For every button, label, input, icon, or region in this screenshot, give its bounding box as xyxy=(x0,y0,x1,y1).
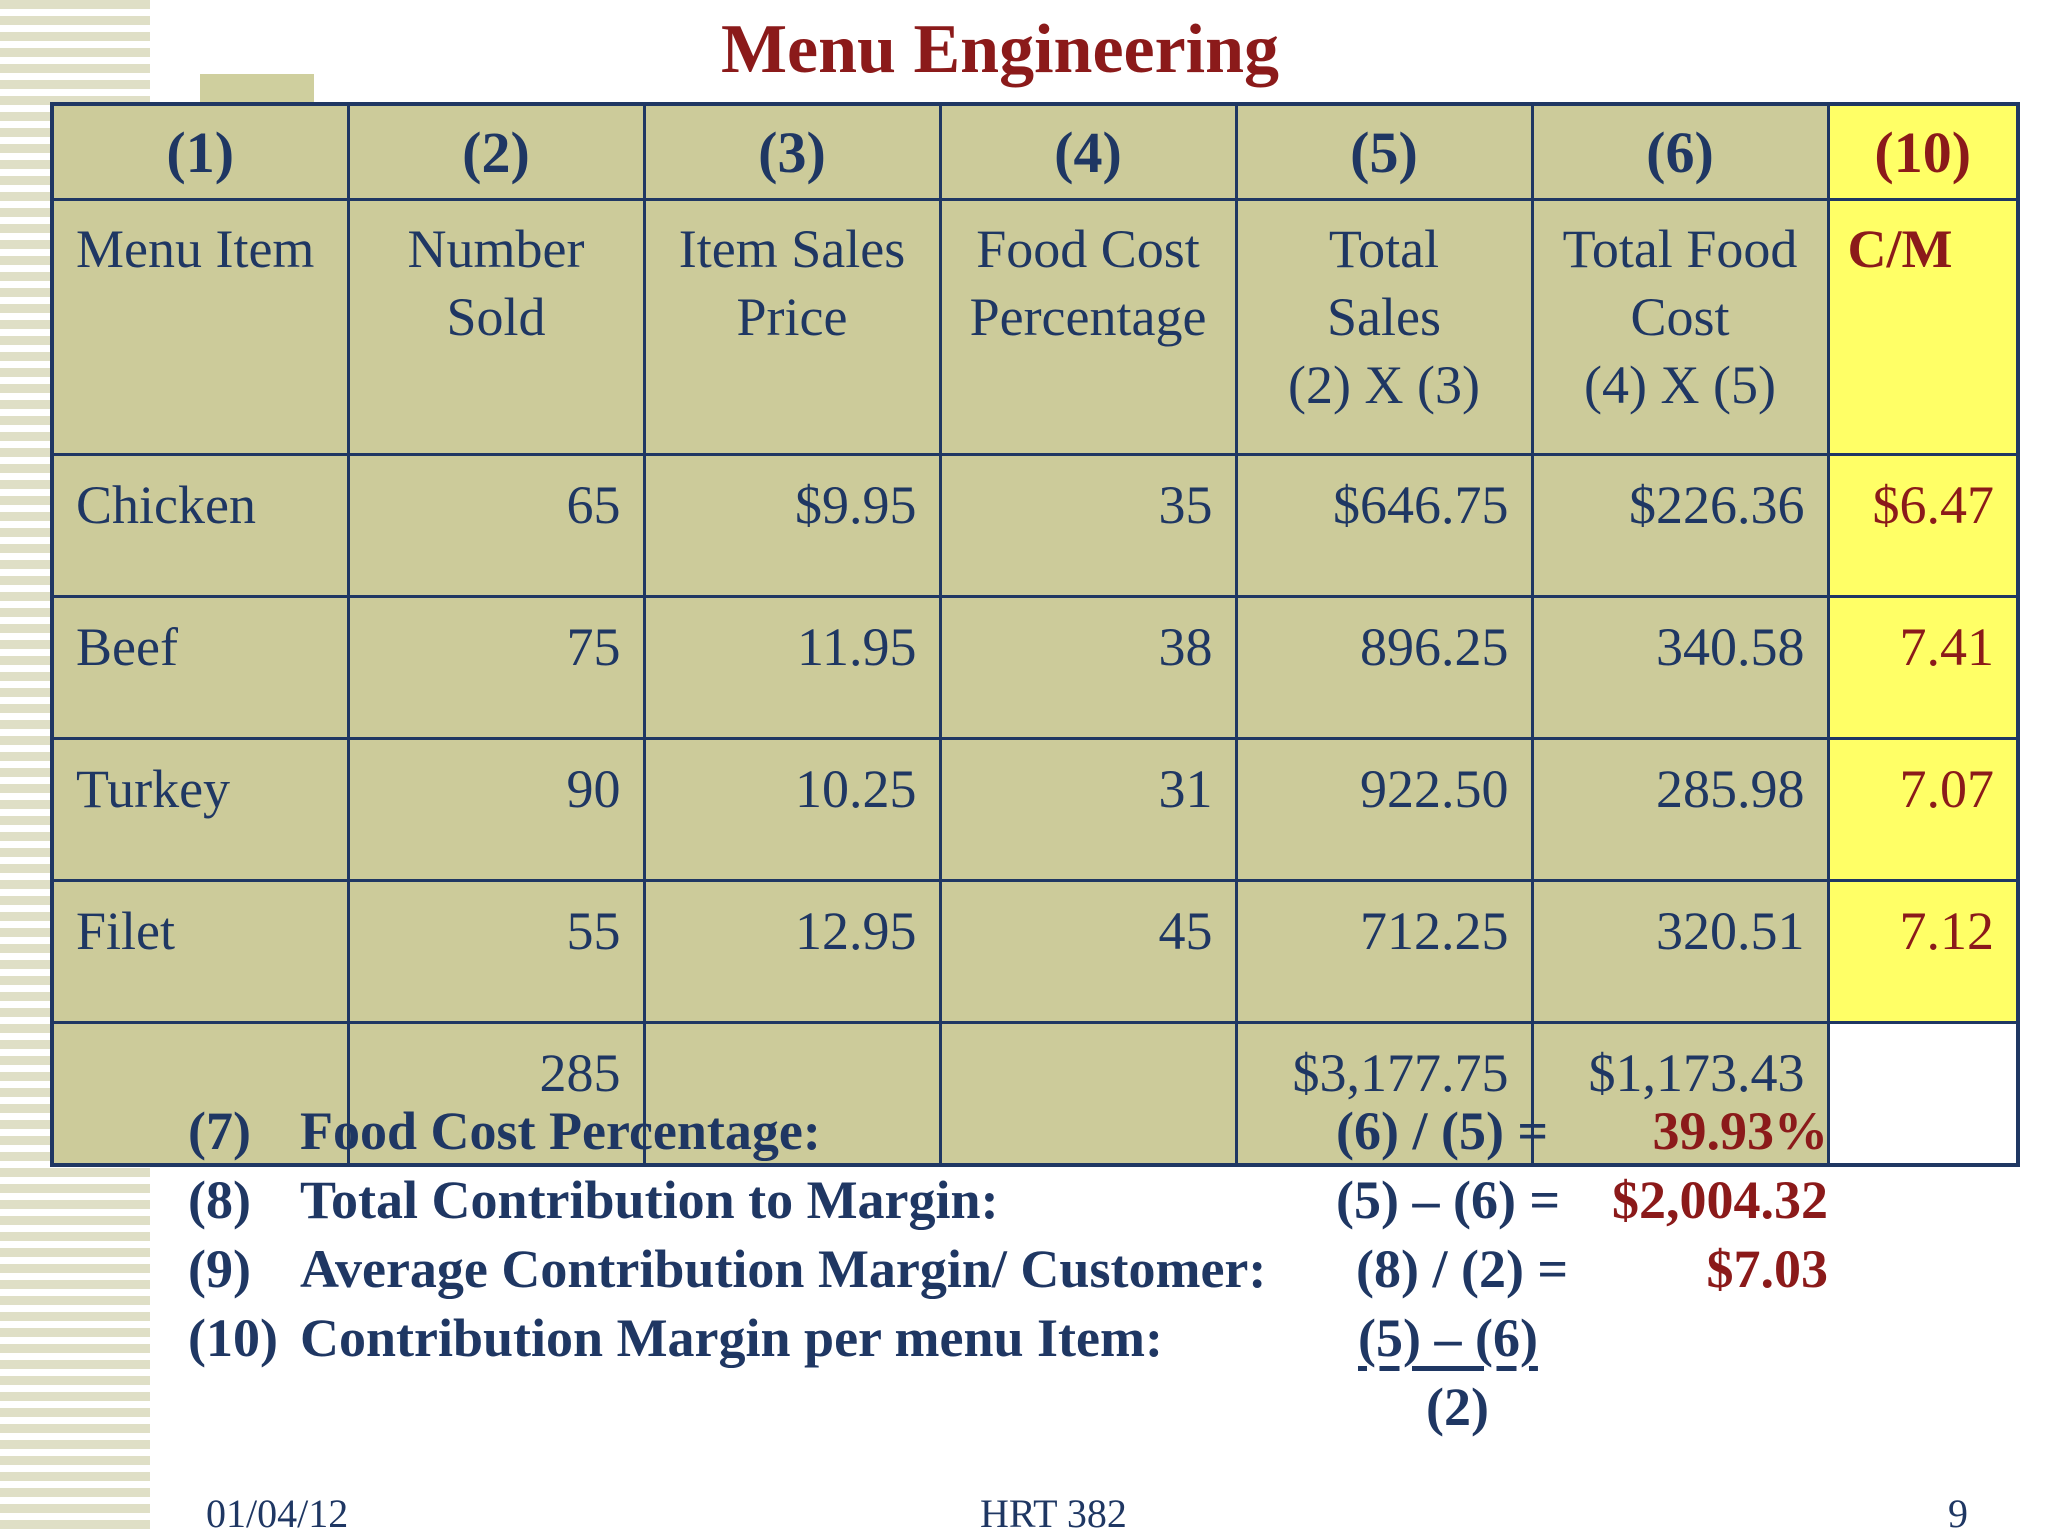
cell-total-food-cost: $226.36 xyxy=(1530,453,1830,598)
note-number: (9) xyxy=(188,1239,251,1299)
cell-item: Turkey xyxy=(50,737,350,882)
cell-fc-pct: 38 xyxy=(938,595,1238,740)
fraction-numerator: (5) – (6) xyxy=(1358,1308,1538,1368)
cell-sold: 55 xyxy=(346,879,646,1024)
col-number: (1) xyxy=(50,102,350,201)
note-number: (8) xyxy=(188,1170,251,1230)
column-name-row: Menu Item Number Sold Item Sales Price Foo… xyxy=(50,198,2020,456)
note-value: $2,004.32 xyxy=(1612,1170,1828,1230)
cell-cm: $6.47 xyxy=(1826,453,2020,598)
cell-sold: 65 xyxy=(346,453,646,598)
col-name-food-cost-percentage: Food Cost Percentage xyxy=(938,198,1238,456)
note-label: Average Contribution Margin/ Customer: xyxy=(300,1239,1267,1299)
note-label: Total Contribution to Margin: xyxy=(300,1170,999,1230)
cell-item: Filet xyxy=(50,879,350,1024)
footer-course: HRT 382 xyxy=(980,1491,1127,1536)
note-label: Food Cost Percentage: xyxy=(300,1101,821,1161)
cell-total-food-cost-sum: $1,173.43 xyxy=(1530,1021,1830,1167)
decorative-tab xyxy=(200,74,314,104)
col-name-number-sold: Number Sold xyxy=(346,198,646,456)
note-value: 39.93% xyxy=(1652,1101,1829,1161)
note-total-contribution: (8) Total Contribution to Margin: (5) – … xyxy=(188,1169,1828,1238)
note-formula: (6) / (5) = xyxy=(1336,1101,1549,1161)
col-name-cm: C/M xyxy=(1826,198,2020,456)
note-label: Contribution Margin per menu Item: xyxy=(300,1308,1163,1368)
table-row: Chicken 65 $9.95 35 $646.75 $226.36 $6.4… xyxy=(50,453,2020,598)
cell-cm: 7.41 xyxy=(1826,595,2020,740)
col-number: (2) xyxy=(346,102,646,201)
col-number: (4) xyxy=(938,102,1238,201)
col-number: (5) xyxy=(1234,102,1534,201)
note-average-contribution: (9) Average Contribution Margin/ Custome… xyxy=(188,1238,1828,1307)
cell-fc-pct: 35 xyxy=(938,453,1238,598)
cell-price: 12.95 xyxy=(642,879,942,1024)
cell-cm: 7.07 xyxy=(1826,737,2020,882)
cell-total-sales-sum: $3,177.75 xyxy=(1234,1021,1534,1167)
col-number: (10) xyxy=(1826,102,2020,201)
note-number: (10) xyxy=(188,1308,278,1368)
cell-total-food-cost: 320.51 xyxy=(1530,879,1830,1024)
table-row: Beef 75 11.95 38 896.25 340.58 7.41 xyxy=(50,595,2020,740)
footer-page-number: 9 xyxy=(1948,1491,1968,1536)
cell-item: Chicken xyxy=(50,453,350,598)
cell-total-food-cost: 285.98 xyxy=(1530,737,1830,882)
cell-fc-pct: 45 xyxy=(938,879,1238,1024)
column-number-row: (1) (2) (3) (4) (5) (6) (10) xyxy=(50,102,2020,201)
col-number: (3) xyxy=(642,102,942,201)
cell-total-sales: 712.25 xyxy=(1234,879,1534,1024)
col-name-menu-item: Menu Item xyxy=(50,198,350,456)
cell-total-sold: 285 xyxy=(346,1021,646,1167)
note-number: (7) xyxy=(188,1101,251,1161)
note-formula: (8) / (2) = xyxy=(1356,1239,1569,1299)
cell-item: Beef xyxy=(50,595,350,740)
note-value: $7.03 xyxy=(1706,1239,1829,1299)
formula-notes: (7) Food Cost Percentage: (6) / (5) = 39… xyxy=(188,1100,1828,1437)
cell-total-sales: 896.25 xyxy=(1234,595,1534,740)
cell-fc-pct: 31 xyxy=(938,737,1238,882)
cell-total-food-cost: 340.58 xyxy=(1530,595,1830,740)
menu-engineering-table: (1) (2) (3) (4) (5) (6) (10) Menu Item N… xyxy=(50,102,2020,1167)
col-name-total-food-cost: Total Food Cost (4) X (5) xyxy=(1530,198,1830,456)
table-row: Filet 55 12.95 45 712.25 320.51 7.12 xyxy=(50,879,2020,1024)
cell-total-sales: $646.75 xyxy=(1234,453,1534,598)
fraction-denominator: (2) xyxy=(1426,1377,1489,1437)
cell-sold: 90 xyxy=(346,737,646,882)
cell-price: 11.95 xyxy=(642,595,942,740)
cell-sold: 75 xyxy=(346,595,646,740)
note-formula: (5) – (6) = xyxy=(1336,1170,1561,1230)
cell-total-sales: 922.50 xyxy=(1234,737,1534,882)
cell-price: $9.95 xyxy=(642,453,942,598)
slide-title: Menu Engineering xyxy=(720,11,1280,88)
totals-row: 285 $3,177.75 $1,173.43 xyxy=(50,1021,2018,1167)
footer-date: 01/04/12 xyxy=(206,1491,349,1536)
cell-empty xyxy=(642,1021,942,1167)
col-name-item-sales-price: Item Sales Price xyxy=(642,198,942,456)
cell-cm: 7.12 xyxy=(1826,879,2020,1024)
table-row: Turkey 90 10.25 31 922.50 285.98 7.07 xyxy=(50,737,2020,882)
cell-empty xyxy=(938,1021,1238,1167)
note-cm-per-item: (10) Contribution Margin per menu Item: … xyxy=(188,1307,1828,1437)
cell-total-label xyxy=(50,1021,350,1167)
note-food-cost-percentage: (7) Food Cost Percentage: (6) / (5) = 39… xyxy=(188,1100,1828,1169)
cell-price: 10.25 xyxy=(642,737,942,882)
col-number: (6) xyxy=(1530,102,1830,201)
cell-empty xyxy=(1828,1022,2018,1165)
col-name-total-sales: Total Sales (2) X (3) xyxy=(1234,198,1534,456)
